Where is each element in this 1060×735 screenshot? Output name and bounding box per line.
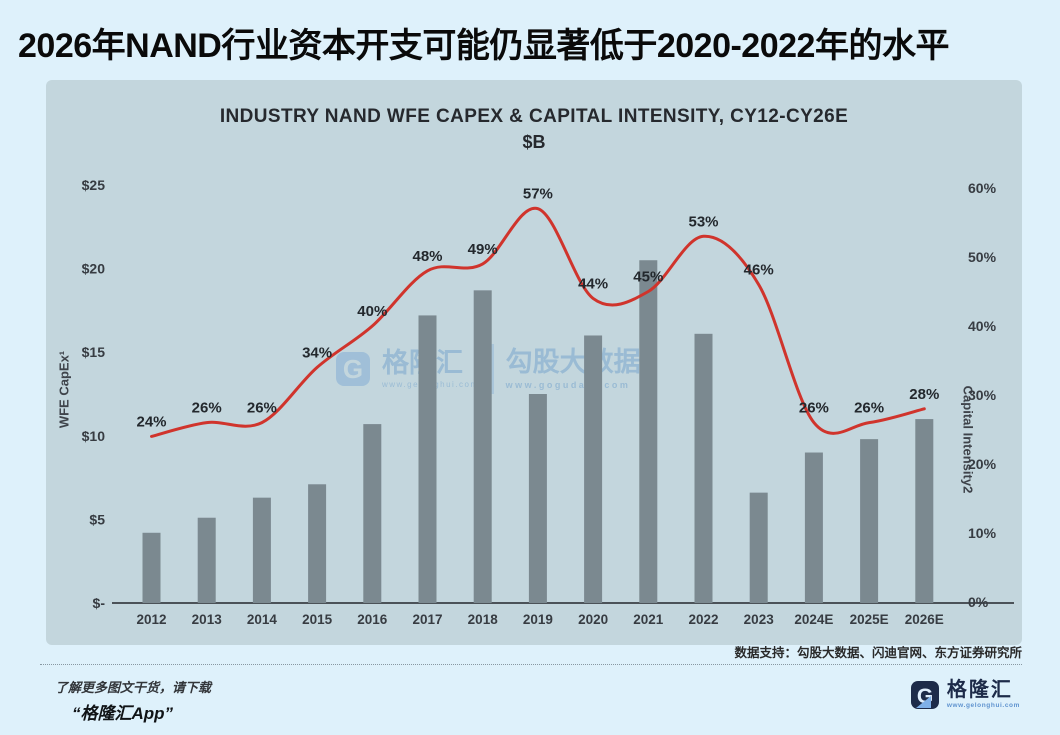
x-tick-2016: 2016 [357,612,388,627]
bar-2026E [915,419,934,603]
watermark-partner: 勾股大数据 [505,346,641,377]
watermark-divider [490,344,494,394]
left-tick-$20: $20 [82,261,106,277]
line-label-2021: 45% [633,269,663,286]
line-label-2019: 57% [523,186,553,203]
combo-chart-plot: 24% 26% 26% 34% 40% 48% 49% 57% 44% 45% 53% 46% 26% 2… [82,177,1014,627]
x-tick-2015: 2015 [302,612,333,627]
left-tick-$5: $5 [89,511,105,527]
x-tick-2023: 2023 [744,612,775,627]
capital-intensity-line [150,207,926,438]
bar-2024E [804,452,823,603]
gelonghui-logo-text: 格隆汇 www.gelonghui.com [947,680,1020,710]
bar-2016 [363,424,382,603]
watermark-partner-block: 勾股大数据 www.gogudata.com [505,346,641,390]
right-tick-0%: 0% [968,594,989,610]
right-tick-40%: 40% [968,318,997,334]
bar-2022 [694,333,713,603]
right-tick-20%: 20% [968,456,997,472]
chart-subtitle: $B [522,132,546,152]
bar-2023 [749,492,768,603]
left-tick-$25: $25 [82,177,106,193]
bar-2025E [860,439,879,603]
bar-2015 [308,484,327,603]
x-tick-2024E: 2024E [794,612,833,627]
x-tick-2017: 2017 [412,612,442,627]
x-tick-2014: 2014 [247,612,278,627]
gelonghui-logo-icon: G [910,679,940,711]
line-label-2023: 46% [744,262,774,279]
chart-title: INDUSTRY NAND WFE CAPEX & CAPITAL INTENS… [219,106,849,127]
footer-promo-text: 了解更多图文干货，请下载 [55,680,212,695]
left-tick-$15: $15 [82,344,106,360]
x-tick-2021: 2021 [633,612,664,627]
bar-2013 [197,517,216,603]
bar-2021 [639,260,658,603]
right-tick-60%: 60% [968,180,997,196]
line-label-2018: 49% [468,241,498,258]
line-label-2026E: 28% [909,386,939,403]
right-tick-30%: 30% [968,387,997,403]
line-label-2024E: 26% [799,400,829,417]
line-label-2014: 26% [247,400,277,417]
bar-2018 [473,290,492,603]
x-tick-2019: 2019 [523,612,553,627]
line-label-2022: 53% [688,213,718,230]
line-label-2017: 48% [412,248,442,265]
bar-2019 [528,394,547,603]
left-tick-$10: $10 [82,428,106,444]
right-tick-10%: 10% [968,525,997,541]
footer-app-name: “格隆汇App” [72,704,174,723]
dotted-divider [40,664,1022,665]
right-tick-50%: 50% [968,249,997,265]
x-tick-2022: 2022 [688,612,718,627]
line-label-2020: 44% [578,275,608,292]
line-label-2025E: 26% [854,400,884,417]
x-tick-2012: 2012 [136,612,166,627]
line-label-2013: 26% [192,400,222,417]
chart-panel: INDUSTRY NAND WFE CAPEX & CAPITAL INTENS… [46,80,1022,645]
x-tick-2013: 2013 [192,612,223,627]
line-label-2012: 24% [136,413,166,430]
x-tick-2026E: 2026E [905,612,944,627]
bar-2020 [584,335,603,603]
bar-2012 [142,532,161,603]
gelonghui-logo: G 格隆汇 www.gelonghui.com [910,679,1020,711]
gelonghui-logo-url: www.gelonghui.com [946,702,1020,710]
watermark-gelonghui-icon: G [336,352,370,386]
left-tick-$-: $- [93,595,106,611]
x-tick-2020: 2020 [578,612,608,627]
watermark-partner-url: www.gogudata.com [505,379,631,390]
bar-2014 [252,497,271,603]
line-label-2015: 34% [302,344,332,361]
gelonghui-logo-name: 格隆汇 [946,679,1013,702]
line-label-2016: 40% [357,303,387,320]
x-tick-2025E: 2025E [850,612,889,627]
x-tick-2018: 2018 [468,612,499,627]
page-title: 2026年NAND行业资本开支可能仍显著低于2020-2022年的水平 [18,27,949,65]
bar-2017 [418,315,437,603]
data-source-note: 数据支持：勾股大数据、闪迪官网、东方证券研究所 [734,646,1022,660]
